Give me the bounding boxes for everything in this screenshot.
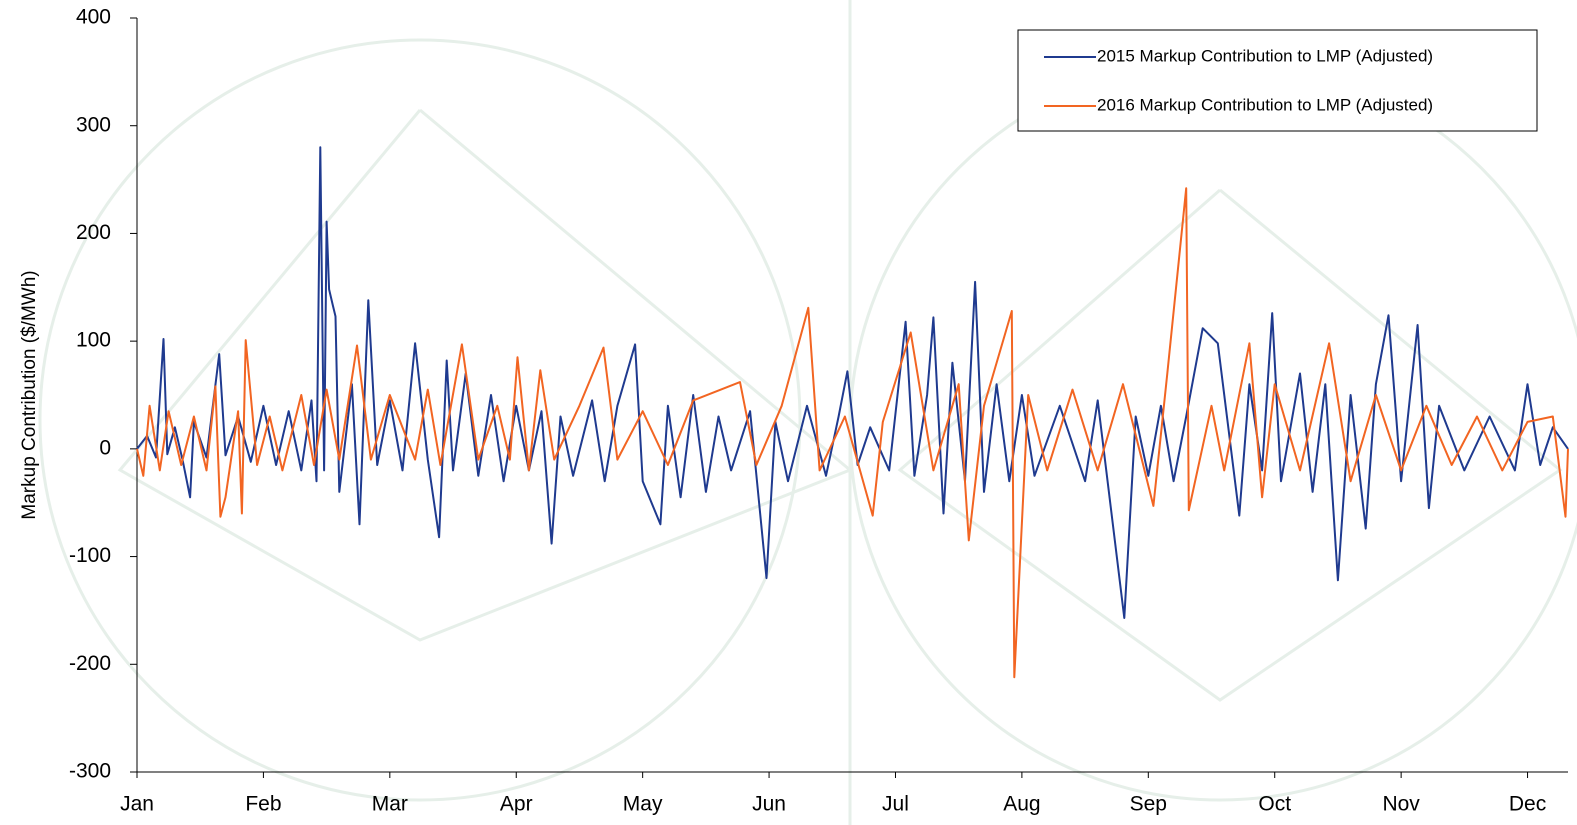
- x-tick-label: Aug: [1003, 793, 1040, 816]
- data-line: [136, 187, 1569, 679]
- x-tick-label: Jun: [752, 793, 786, 816]
- x-tick-label: Feb: [245, 793, 281, 816]
- x-tick-label: Jan: [120, 793, 154, 816]
- y-tick-label: 300: [76, 113, 111, 136]
- legend-label: 2016 Markup Contribution to LMP (Adjuste…: [1097, 95, 1433, 114]
- x-tick-label: Dec: [1509, 793, 1546, 816]
- data-line: [136, 146, 1569, 619]
- y-tick-label: 200: [76, 221, 111, 244]
- x-tick-label: Apr: [500, 793, 533, 816]
- x-tick-label: Sep: [1130, 793, 1167, 816]
- y-tick-label: 0: [99, 436, 111, 459]
- x-tick-label: Oct: [1258, 793, 1291, 816]
- legend-label: 2015 Markup Contribution to LMP (Adjuste…: [1097, 46, 1433, 65]
- y-tick-label: -200: [69, 652, 111, 675]
- watermark: [38, 0, 1577, 825]
- x-tick-label: Nov: [1382, 793, 1420, 816]
- x-tick-label: Jul: [882, 793, 909, 816]
- y-axis-label: Markup Contribution ($/MWh): [19, 270, 40, 519]
- x-tick-label: May: [623, 793, 663, 816]
- x-tick-label: Mar: [372, 793, 408, 816]
- y-tick-label: -300: [69, 760, 111, 783]
- y-tick-label: 100: [76, 329, 111, 352]
- legend-box: [1017, 29, 1538, 132]
- y-tick-label: -100: [69, 544, 111, 567]
- y-tick-label: 400: [76, 6, 111, 29]
